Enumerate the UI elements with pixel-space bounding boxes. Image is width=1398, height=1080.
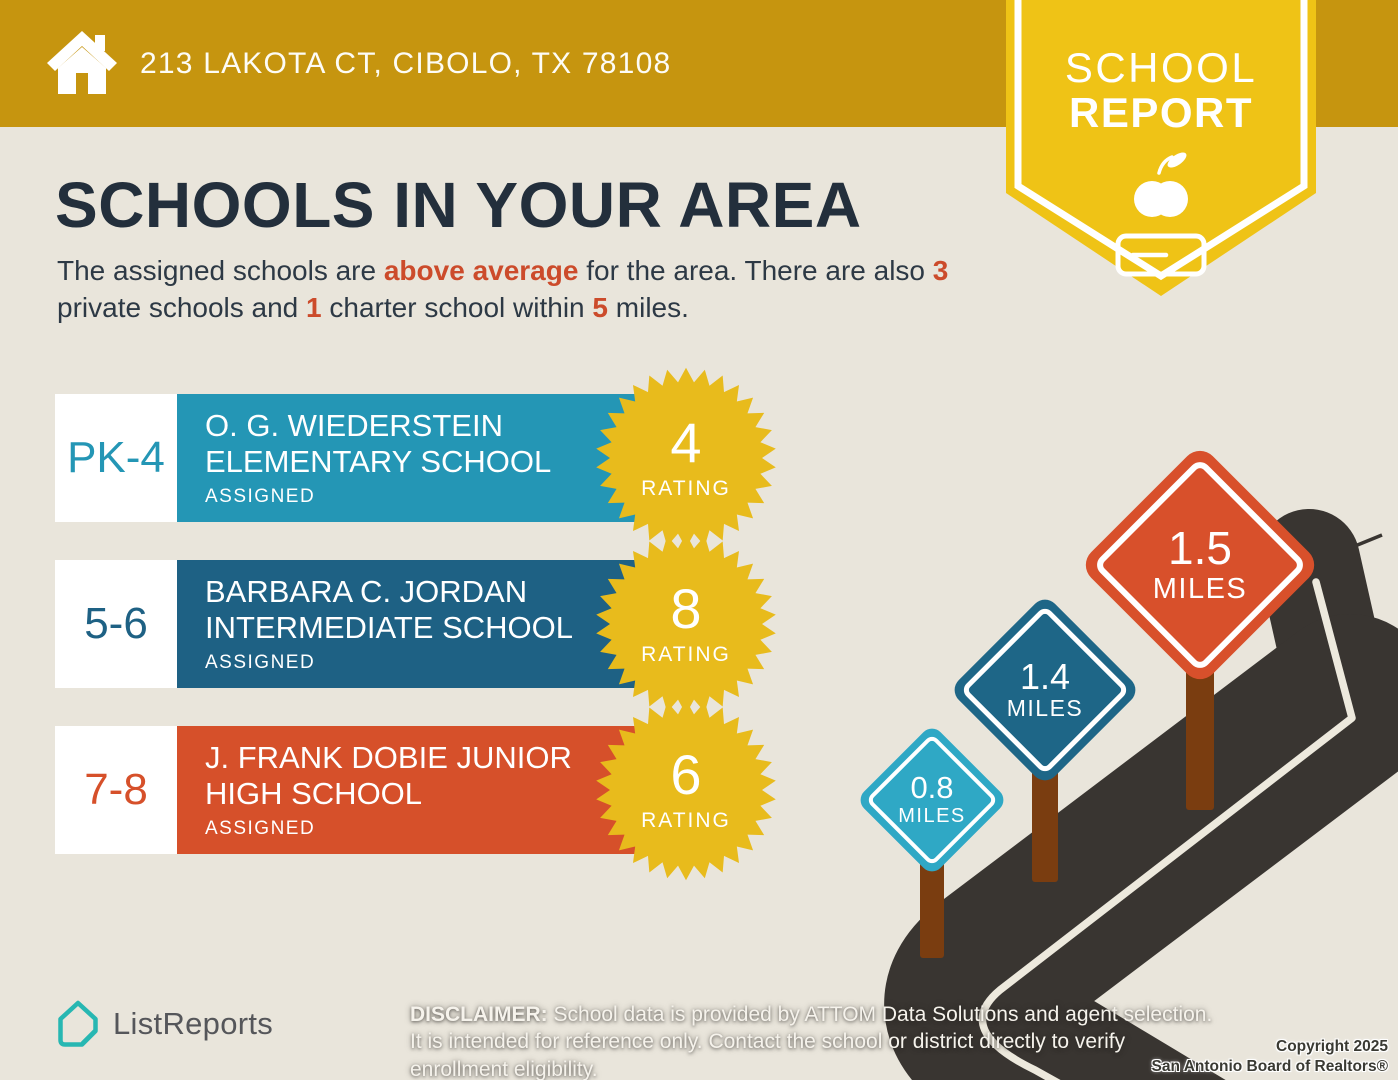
rating-value: 8 bbox=[670, 577, 702, 640]
sign-unit: MILES bbox=[1006, 695, 1084, 722]
listreports-logo: ListReports bbox=[57, 1000, 273, 1048]
rating-value: 4 bbox=[670, 411, 702, 474]
grade-range-box: PK-4 bbox=[55, 394, 177, 522]
sign-distance: 0.8 bbox=[910, 770, 954, 806]
school-name: BARBARA C. JORDAN INTERMEDIATE SCHOOL bbox=[205, 574, 574, 645]
grade-range-box: 7-8 bbox=[55, 726, 177, 854]
grade-range-label: 5-6 bbox=[84, 599, 148, 648]
distance-sign-1-4-miles: 1.4 MILES bbox=[948, 593, 1142, 787]
rating-label: RATING bbox=[641, 809, 731, 832]
disclaimer-label: DISCLAIMER: bbox=[410, 1003, 548, 1026]
rating-label: RATING bbox=[641, 477, 731, 500]
assigned-label: ASSIGNED bbox=[205, 651, 316, 673]
assigned-label: ASSIGNED bbox=[205, 485, 316, 507]
rating-badge: 6 RATING bbox=[591, 695, 781, 885]
copyright-line2: San Antonio Board of Realtors® bbox=[1151, 1057, 1388, 1075]
grade-range-box: 5-6 bbox=[55, 560, 177, 688]
rating-label: RATING bbox=[641, 643, 731, 666]
page-title: SCHOOLS IN YOUR AREA bbox=[55, 169, 862, 241]
school-row-elementary: PK-4 O. G. WIEDERSTEIN ELEMENTARY SCHOOL… bbox=[55, 367, 790, 549]
starburst-shape bbox=[596, 533, 776, 715]
distance-sign-1-5-miles: 1.5 MILES bbox=[1078, 443, 1322, 687]
listreports-wordmark: ListReports bbox=[113, 1006, 274, 1041]
starburst-shape bbox=[596, 367, 776, 549]
grade-range-label: 7-8 bbox=[84, 765, 148, 814]
rating-badge: 4 RATING bbox=[591, 363, 781, 553]
distance-sign-0-8-miles: 0.8 MILES bbox=[855, 723, 1009, 877]
grade-range-label: PK-4 bbox=[67, 433, 165, 482]
listreports-house-icon bbox=[58, 1000, 98, 1047]
home-icon bbox=[47, 31, 117, 94]
rating-value: 6 bbox=[670, 743, 702, 806]
school-bar: J. FRANK DOBIE JUNIOR HIGH SCHOOL ASSIGN… bbox=[177, 726, 640, 854]
assigned-label: ASSIGNED bbox=[205, 817, 316, 839]
school-bar: O. G. WIEDERSTEIN ELEMENTARY SCHOOL ASSI… bbox=[177, 394, 640, 522]
disclaimer-text: DISCLAIMER: School data is provided by A… bbox=[410, 1001, 1215, 1080]
sign-distance: 1.5 bbox=[1168, 522, 1232, 575]
school-name: O. G. WIEDERSTEIN ELEMENTARY SCHOOL bbox=[205, 408, 552, 479]
sign-unit: MILES bbox=[1152, 572, 1248, 605]
ribbon-line2: REPORT bbox=[1069, 89, 1253, 136]
apple-on-book-icon bbox=[1115, 152, 1207, 277]
intro-text: The assigned schools are above average f… bbox=[57, 255, 949, 323]
ribbon-shape bbox=[1006, 0, 1316, 296]
school-row-intermediate: 5-6 BARBARA C. JORDAN INTERMEDIATE SCHOO… bbox=[55, 533, 790, 715]
disclaimer-body: School data is provided by ATTOM Data So… bbox=[410, 1003, 1213, 1080]
property-address: 213 LAKOTA CT, CIBOLO, TX 78108 bbox=[140, 46, 672, 80]
copyright-notice: Copyright 2025 San Antonio Board of Real… bbox=[1152, 1037, 1388, 1076]
copyright-line1: Copyright 2025 bbox=[1276, 1038, 1388, 1056]
school-bar: BARBARA C. JORDAN INTERMEDIATE SCHOOL AS… bbox=[177, 560, 640, 688]
starburst-shape bbox=[596, 699, 776, 881]
school-name: J. FRANK DOBIE JUNIOR HIGH SCHOOL bbox=[205, 740, 572, 811]
sign-distance: 1.4 bbox=[1019, 655, 1071, 697]
school-report-ribbon: SCHOOL REPORT bbox=[1006, 0, 1316, 296]
sign-unit: MILES bbox=[898, 804, 966, 827]
rating-badge: 8 RATING bbox=[591, 529, 781, 719]
school-row-junior-high: 7-8 J. FRANK DOBIE JUNIOR HIGH SCHOOL AS… bbox=[55, 699, 790, 881]
ribbon-line1: SCHOOL bbox=[1065, 44, 1257, 91]
